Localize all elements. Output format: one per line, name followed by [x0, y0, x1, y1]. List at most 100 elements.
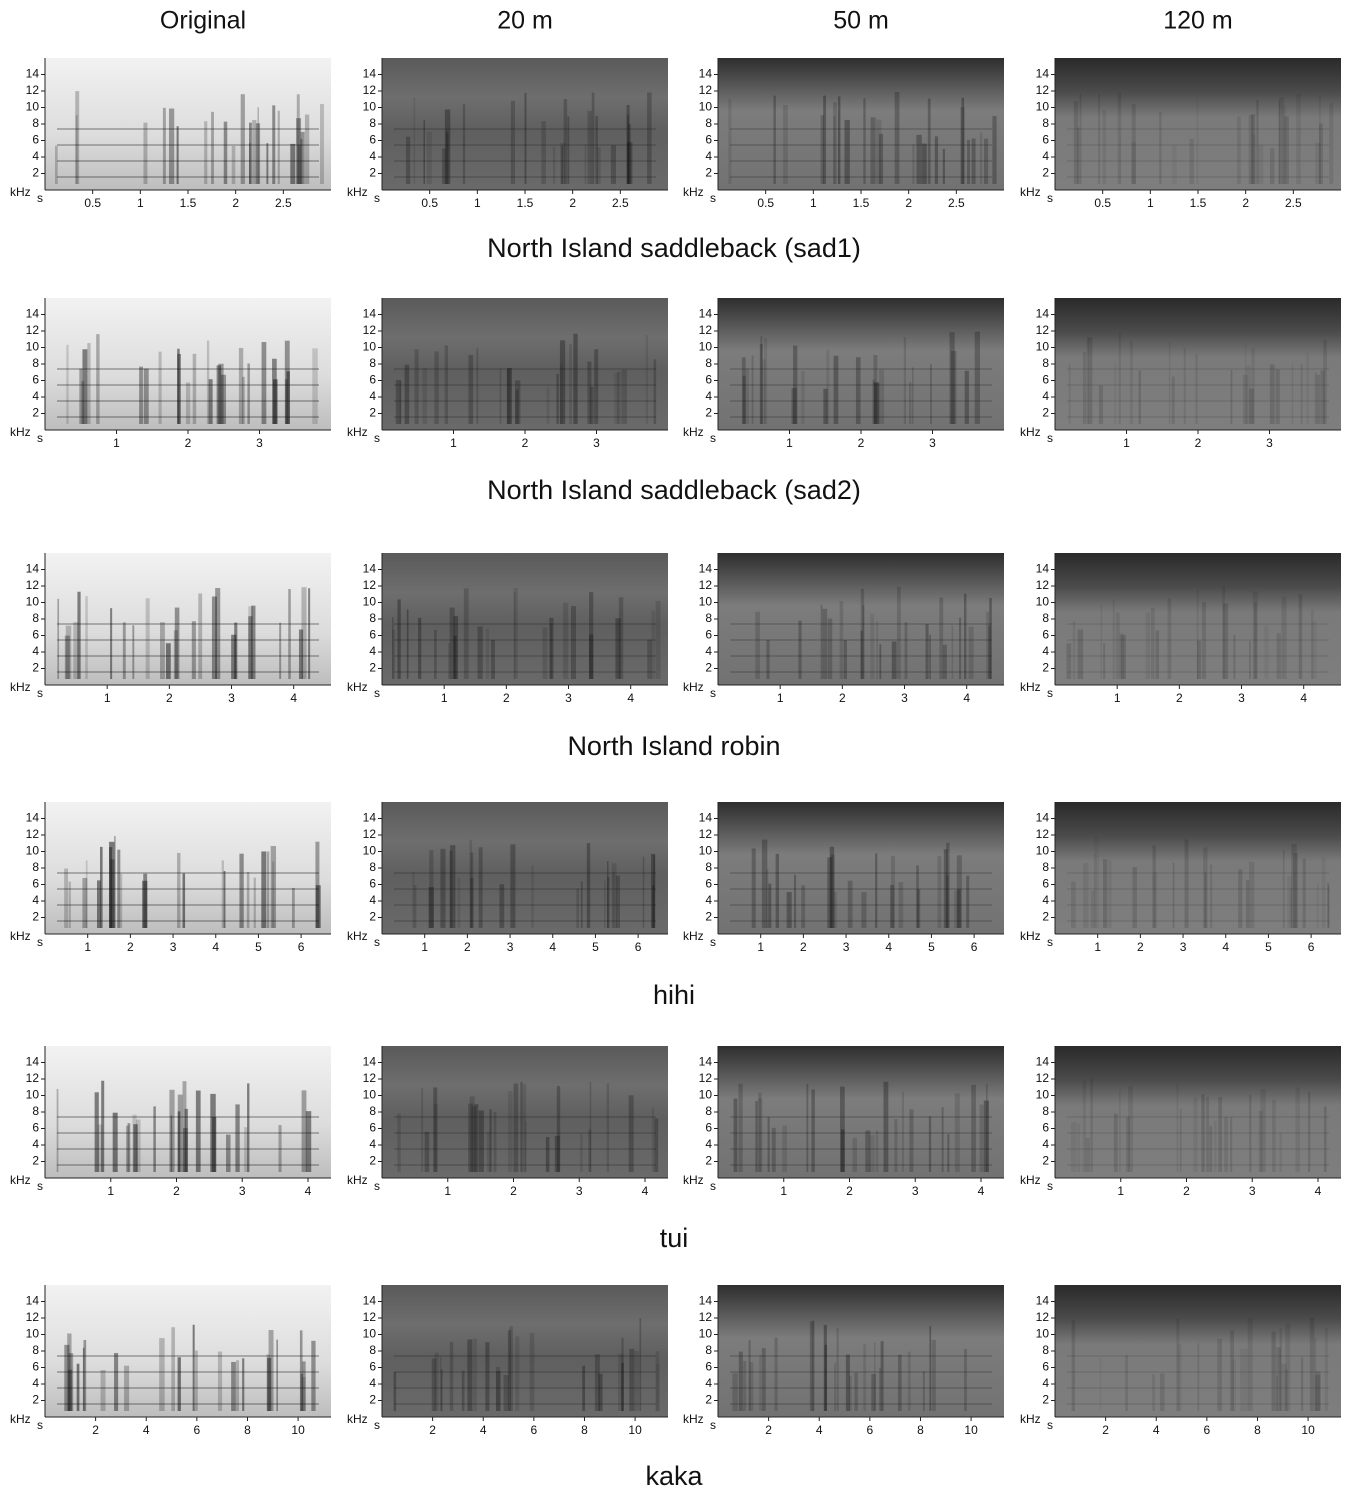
spectrogram-texture: [296, 118, 302, 184]
y-unit: kHz: [1020, 185, 1041, 199]
spectrogram-texture: [751, 355, 754, 424]
spectrogram-texture: [771, 1127, 776, 1172]
spectrogram-texture: [499, 368, 502, 424]
y-tick-label: 12: [1036, 323, 1050, 337]
spectrogram-texture: [444, 345, 448, 424]
spectrogram-texture: [606, 861, 609, 928]
x-unit: s: [1047, 431, 1053, 445]
spectrogram-texture: [255, 123, 261, 184]
spectrogram-texture: [424, 1131, 430, 1172]
spectrogram-texture: [231, 1361, 236, 1411]
spectrogram-texture: [486, 1131, 490, 1172]
spectrogram-texture: [863, 1344, 867, 1411]
spectrogram-texture: [270, 846, 277, 928]
x-tick-label: 4: [290, 691, 297, 705]
spectrogram-texture: [912, 367, 914, 424]
spectrogram-texture: [545, 1137, 550, 1172]
x-tick-label: 4: [1300, 691, 1307, 705]
spectrogram-texture: [860, 630, 863, 679]
spectrogram-texture: [1327, 882, 1330, 928]
spectrogram-texture: [827, 857, 833, 928]
spectrogram-texture: [653, 359, 657, 424]
spectrogram-texture: [279, 622, 282, 679]
spectrogram-texture: [929, 634, 931, 679]
spectrogram-texture: [1249, 1094, 1252, 1172]
y-tick-label: 10: [1036, 595, 1050, 609]
spectrogram-texture: [1269, 364, 1275, 424]
spectrogram-texture: [652, 885, 655, 928]
spectrogram-texture: [522, 1084, 527, 1172]
spectrogram-texture: [1073, 101, 1079, 184]
spectrogram-texture: [1281, 1363, 1287, 1411]
spectrogram-texture: [158, 351, 162, 424]
spectrogram-texture: [1244, 342, 1247, 424]
y-tick-label: 2: [32, 406, 39, 420]
spectrogram-texture: [266, 851, 270, 928]
spectrogram-texture: [1221, 586, 1226, 679]
y-tick-label: 14: [26, 811, 40, 825]
x-unit: s: [1047, 686, 1053, 700]
spectrogram-texture: [394, 416, 656, 418]
spectrogram-texture: [433, 1103, 438, 1172]
y-tick-label: 8: [1042, 1104, 1049, 1118]
spectrogram-texture: [937, 855, 942, 928]
spectrogram-texture: [82, 1347, 85, 1411]
x-tick-label: 4: [212, 940, 219, 954]
spectrogram-texture: [848, 1375, 852, 1411]
y-tick-label: 6: [705, 1121, 712, 1135]
spectrogram-texture: [645, 335, 648, 424]
spectrogram-texture: [206, 340, 210, 424]
y-tick-label: 8: [1042, 611, 1049, 625]
spectrogram-texture: [1100, 605, 1103, 679]
spectrogram-texture: [290, 143, 296, 184]
spectrogram-texture: [730, 623, 992, 625]
spectrogram-texture: [1238, 869, 1243, 928]
spectrogram-texture: [560, 142, 566, 184]
x-tick-label: 4: [642, 1184, 649, 1198]
spectrogram-texture: [394, 176, 656, 178]
spectrogram-texture: [1177, 1344, 1182, 1411]
spectrogram-texture: [570, 606, 577, 679]
y-tick-label: 2: [32, 1154, 39, 1168]
spectrogram-texture: [315, 841, 320, 928]
y-tick-label: 2: [705, 910, 712, 924]
spectrogram-texture: [159, 1338, 165, 1411]
spectrogram-texture: [439, 1356, 442, 1411]
spectrogram-texture: [1077, 127, 1080, 184]
spectrogram-texture: [304, 114, 310, 184]
spectrogram-texture: [1260, 1089, 1266, 1172]
y-tick-label: 12: [1036, 1310, 1050, 1324]
x-tick-label: 2: [858, 436, 865, 450]
x-tick-label: 3: [565, 691, 572, 705]
y-tick-label: 14: [1036, 67, 1050, 81]
spectrogram-texture: [730, 1371, 992, 1373]
spectrogram-texture: [942, 644, 947, 679]
spectrogram-texture: [1314, 372, 1317, 424]
spectrogram-texture: [462, 104, 466, 184]
spectrogram-texture: [730, 368, 992, 370]
y-tick-label: 4: [369, 1376, 376, 1390]
spectrogram-texture: [177, 852, 181, 928]
spectrogram-texture: [394, 872, 656, 874]
spectrogram-texture: [1129, 340, 1133, 424]
spectrogram-texture: [1067, 655, 1329, 657]
spectrogram-texture: [1209, 1124, 1212, 1172]
spectrogram: [45, 802, 331, 934]
spectrogram-texture: [85, 860, 88, 928]
spectrogram-texture: [1295, 1087, 1300, 1172]
x-unit: s: [37, 431, 43, 445]
x-unit: s: [37, 935, 43, 949]
spectrogram-texture: [272, 358, 277, 424]
spectrogram-texture: [878, 133, 884, 184]
spectrogram-texture: [1309, 1318, 1315, 1411]
spectrogram-texture: [64, 635, 70, 679]
spectrogram-texture: [288, 589, 291, 679]
spectrogram-texture: [730, 671, 992, 673]
spectrogram-texture: [904, 622, 908, 679]
spectrogram-texture: [515, 1336, 520, 1411]
x-unit: s: [37, 191, 43, 205]
x-tick-label: 2: [464, 940, 471, 954]
spectrogram-texture: [529, 1333, 535, 1411]
spectrogram-texture: [827, 618, 833, 679]
spectrogram-texture: [1247, 1318, 1253, 1411]
